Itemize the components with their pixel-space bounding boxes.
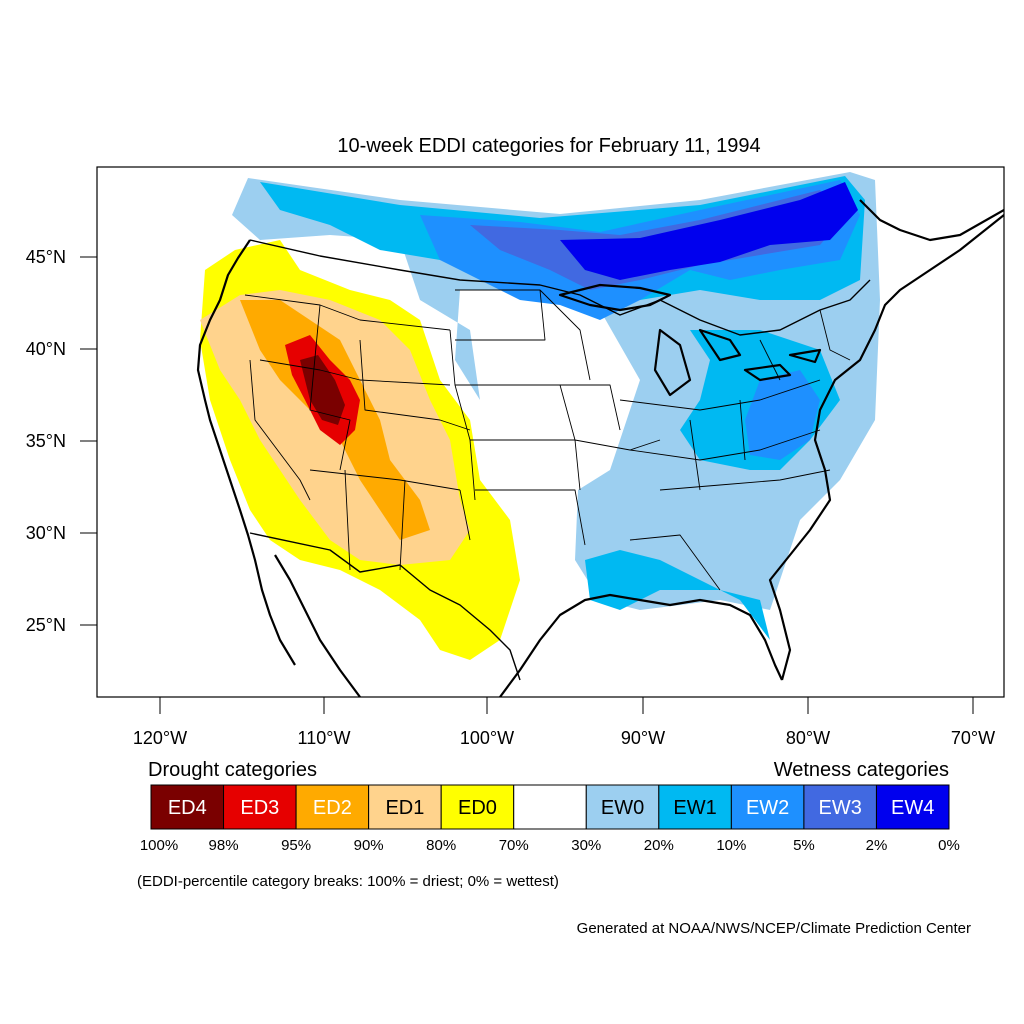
legend-swatch-label: ED1: [385, 797, 424, 819]
legend-swatch-label: ED3: [240, 797, 279, 819]
legend-break-label: 70%: [499, 837, 529, 854]
lon-label-70w: 70°W: [951, 728, 995, 748]
lon-label-90w: 90°W: [621, 728, 665, 748]
wet-region-ew1-south: [585, 550, 770, 640]
lat-label-45: 45°N: [26, 247, 66, 267]
wet-region-ew2-east: [745, 370, 820, 460]
legend-break-label: 2%: [866, 837, 888, 854]
lat-label-25: 25°N: [26, 615, 66, 635]
longitude-axis: 120°W 110°W 100°W 90°W 80°W 70°W: [133, 697, 995, 748]
legend-swatch-label: EW1: [673, 797, 716, 819]
wet-region-ew4: [560, 182, 858, 280]
legend-swatch-label: ED4: [168, 797, 207, 819]
legend-note: (EDDI-percentile category breaks: 100% =…: [137, 873, 559, 890]
legend-drought-title: Drought categories: [148, 759, 317, 781]
latitude-axis: 45°N 40°N 35°N 30°N 25°N: [26, 247, 97, 635]
legend-swatch-ed0: [440, 784, 515, 830]
legend-swatches: ED4 ED3 ED2 ED1 ED0 EW0 EW1 EW2 EW3 EW4: [150, 784, 950, 830]
state-lines-west: [244, 294, 476, 571]
coastline-hudson: [859, 199, 1004, 242]
legend-breaks: 100% 98% 95% 90% 80% 70% 30% 20% 10% 5% 2% 0%: [140, 837, 960, 854]
lon-label-100w: 100°W: [460, 728, 514, 748]
state-lines-central: [455, 289, 661, 546]
coastline-atlantic: [768, 214, 1004, 681]
legend-swatch-label: EW0: [601, 797, 644, 819]
border-mexico: [249, 532, 521, 681]
legend-break-label: 10%: [716, 837, 746, 854]
legend-break-label: 90%: [354, 837, 384, 854]
legend-swatch-label: EW3: [819, 797, 862, 819]
legend-break-label: 20%: [644, 837, 674, 854]
legend-swatch-ew2: [730, 784, 805, 830]
map-title: 10-week EDDI categories for February 11,…: [337, 135, 760, 157]
legend-swatch-label: ED2: [313, 797, 352, 819]
lon-label-110w: 110°W: [298, 728, 351, 748]
legend-break-label: 95%: [281, 837, 311, 854]
coastline-baja: [274, 554, 361, 697]
lat-label-30: 30°N: [26, 523, 66, 543]
lat-label-35: 35°N: [26, 431, 66, 451]
legend-break-label: 100%: [140, 837, 178, 854]
legend-break-label: 80%: [426, 837, 456, 854]
drought-region-ed4: [300, 355, 345, 425]
legend-swatch-normal: [513, 784, 587, 830]
legend-swatch-ed1: [368, 784, 442, 830]
coastline-gulf: [499, 593, 783, 697]
lat-label-40: 40°N: [26, 339, 66, 359]
legend-swatch-label: ED0: [458, 797, 497, 819]
legend-swatch-label: EW2: [746, 797, 789, 819]
plot-frame: [96, 166, 1005, 698]
legend-break-label: 98%: [209, 837, 239, 854]
great-lakes: [558, 283, 822, 397]
coastline-pacific: [196, 239, 296, 666]
legend-swatch-ew1: [658, 784, 732, 830]
map-plot-area: [96, 166, 1005, 698]
legend-break-label: 30%: [571, 837, 601, 854]
legend: Drought categories Wetness categories ED…: [137, 759, 960, 890]
lon-label-80w: 80°W: [786, 728, 830, 748]
legend-break-label: 0%: [938, 837, 960, 854]
credit-line: Generated at NOAA/NWS/NCEP/Climate Predi…: [577, 920, 971, 937]
map-linework: [196, 199, 1004, 697]
lon-label-120w: 120°W: [133, 728, 187, 748]
legend-swatch-ew0: [585, 784, 660, 830]
legend-swatch-label: EW4: [891, 797, 934, 819]
legend-swatch-ed3: [223, 784, 297, 830]
legend-wetness-title: Wetness categories: [774, 759, 949, 781]
legend-break-label: 5%: [793, 837, 815, 854]
state-lines-east: [619, 309, 851, 591]
legend-swatch-ed2: [295, 784, 370, 830]
legend-swatch-ew4: [875, 784, 950, 830]
